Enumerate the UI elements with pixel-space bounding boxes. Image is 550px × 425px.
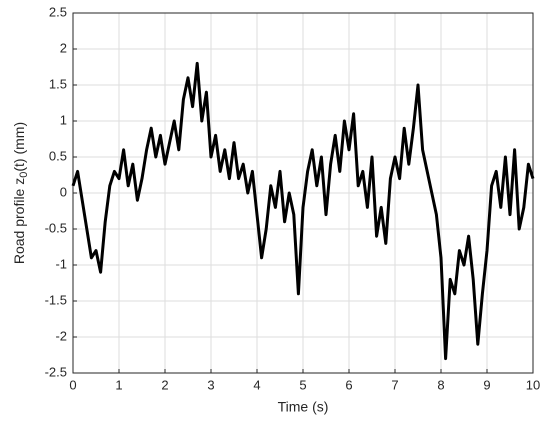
y-tick-label: -1 <box>55 256 67 271</box>
y-tick-label: 2 <box>60 40 67 55</box>
x-axis-label: Time (s) <box>278 399 329 415</box>
x-tick-label: 1 <box>115 377 122 392</box>
data-line <box>71 61 535 361</box>
y-label-rest: (t) (mm) <box>11 122 27 172</box>
y-tick-label: 1 <box>60 112 67 127</box>
y-tick-label: 0 <box>60 184 67 199</box>
x-tick-label: 5 <box>299 377 306 392</box>
x-tick-label: 3 <box>207 377 214 392</box>
x-tick-label: 10 <box>526 377 540 392</box>
y-tick-label: -0.5 <box>45 220 67 235</box>
y-tick-label: 2.5 <box>49 4 67 19</box>
y-tick-label: -2.5 <box>45 364 67 379</box>
y-label-sub: 0 <box>18 172 30 178</box>
x-tick-label: 9 <box>483 377 490 392</box>
y-label-main: Road profile z <box>11 178 27 264</box>
y-tick-label: -2 <box>55 328 67 343</box>
y-axis-label: Road profile z0(t) (mm) <box>11 122 30 264</box>
x-tick-label: 6 <box>345 377 352 392</box>
x-tick-label: 7 <box>391 377 398 392</box>
y-tick-label: -1.5 <box>45 292 67 307</box>
x-tick-label: 4 <box>253 377 260 392</box>
x-tick-label: 8 <box>437 377 444 392</box>
y-tick-label: 0.5 <box>49 148 67 163</box>
y-tick-label: 1.5 <box>49 76 67 91</box>
plot-frame <box>72 12 534 374</box>
x-tick-label: 2 <box>161 377 168 392</box>
x-tick-label: 0 <box>69 377 76 392</box>
